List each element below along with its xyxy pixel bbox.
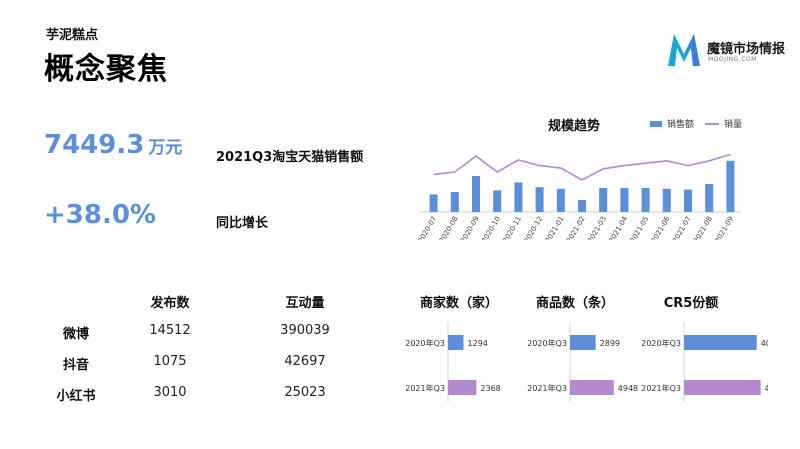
legend-volume-label: 销量 bbox=[724, 120, 743, 130]
page-title: 概念聚焦 bbox=[44, 52, 168, 87]
trend-tick-label: 2021-01 bbox=[544, 215, 566, 240]
merchants-chart-title: 商家数（家） bbox=[419, 296, 498, 311]
trend-chart-title: 规模趋势 bbox=[548, 119, 601, 134]
trend-tick-label: 2021-09 bbox=[714, 215, 736, 240]
mini-bar bbox=[570, 380, 614, 395]
trend-tick-label: 2021-07 bbox=[671, 215, 693, 240]
trend-tick-label: 2021-05 bbox=[629, 215, 651, 240]
kpi-growth-label: 同比增长 bbox=[216, 216, 269, 231]
trend-bar bbox=[514, 182, 523, 212]
table-row: 小红书 3010 25023 bbox=[0, 385, 420, 409]
trend-tick-label: 2021-08 bbox=[692, 215, 714, 240]
post-count: 1075 bbox=[153, 354, 187, 369]
mini-category-label: 2021年Q3 bbox=[641, 383, 681, 393]
mini-data-label: 2899 bbox=[600, 339, 620, 348]
trend-bar bbox=[599, 188, 608, 212]
trend-bar bbox=[472, 176, 480, 212]
products-chart: 2020年Q3 2899 2021年Q3 4948 bbox=[527, 322, 638, 402]
trend-bar bbox=[641, 188, 650, 212]
brand-url: MOOJING.COM bbox=[708, 56, 757, 63]
trend-bar bbox=[662, 188, 671, 212]
products-chart-title: 商品数（条） bbox=[535, 296, 614, 311]
mini-data-label: 40.9% bbox=[761, 339, 768, 348]
trend-tick-label: 2021-04 bbox=[608, 215, 630, 240]
post-count: 14512 bbox=[149, 323, 191, 338]
table-header-interactions: 互动量 bbox=[285, 296, 325, 311]
post-count: 3010 bbox=[153, 385, 187, 400]
mini-data-label: 1294 bbox=[468, 339, 488, 348]
cr5-chart-title: CR5份额 bbox=[663, 296, 719, 311]
mini-bar bbox=[448, 380, 477, 395]
kpi-growth-number: +38.0% bbox=[44, 200, 156, 230]
trend-tick-label: 2020-12 bbox=[523, 215, 545, 240]
mini-category-label: 2020年Q3 bbox=[405, 338, 445, 348]
trend-legend: 销售额 销量 bbox=[650, 117, 742, 130]
brand-logo-icon bbox=[668, 34, 700, 66]
platform-name: 小红书 bbox=[56, 389, 96, 404]
mini-bar bbox=[448, 335, 464, 350]
trend-chart: 2020-07 2020-08 2020-09 2020-10 2020-11 2020-… bbox=[417, 153, 741, 240]
interaction-count: 25023 bbox=[284, 385, 326, 400]
mini-category-label: 2021年Q3 bbox=[527, 383, 567, 393]
trend-volume-line bbox=[433, 153, 731, 181]
trend-bar bbox=[429, 194, 438, 212]
legend-line-swatch bbox=[705, 122, 720, 125]
trend-tick-label: 2021-03 bbox=[586, 215, 608, 240]
brand-name: 魔镜市场情报 bbox=[707, 42, 786, 57]
page-subtitle: 芋泥糕点 bbox=[46, 28, 99, 43]
trend-bar bbox=[620, 188, 629, 212]
trend-tick-label: 2021-06 bbox=[650, 215, 672, 240]
kpi-sales-number: 7449.3 bbox=[44, 130, 145, 160]
kpi-sales-unit: 万元 bbox=[148, 138, 183, 158]
mini-bar bbox=[570, 335, 596, 350]
mini-bar bbox=[684, 335, 757, 350]
mini-bar bbox=[684, 380, 761, 395]
trend-tick-label: 2020-08 bbox=[438, 215, 460, 240]
mini-data-label: 4948 bbox=[618, 384, 638, 393]
kpi-growth-value: +38.0% bbox=[44, 200, 156, 230]
trend-bar bbox=[705, 184, 714, 212]
table-header-posts: 发布数 bbox=[150, 296, 190, 311]
table-row: 微博 14512 390039 bbox=[0, 323, 420, 347]
platform-name: 抖音 bbox=[62, 358, 89, 373]
mini-category-label: 2021年Q3 bbox=[405, 383, 445, 393]
interaction-count: 42697 bbox=[284, 354, 326, 369]
platform-name: 微博 bbox=[62, 327, 89, 342]
trend-tick-label: 2020-10 bbox=[480, 215, 502, 240]
interaction-count: 390039 bbox=[280, 323, 330, 338]
kpi-sales-value: 7449.3 万元 bbox=[44, 130, 182, 160]
cr5-chart: 2020年Q3 40.9% 2021年Q3 43.1% bbox=[641, 322, 768, 402]
legend-bar-swatch bbox=[650, 120, 662, 127]
legend-sales-label: 销售额 bbox=[667, 120, 695, 130]
merchants-chart: 2020年Q3 1294 2021年Q3 2368 bbox=[405, 322, 501, 402]
trend-tick-label: 2021-02 bbox=[565, 215, 587, 240]
trend-tick-label: 2020-11 bbox=[502, 215, 524, 240]
mini-data-label: 43.1% bbox=[765, 384, 768, 393]
trend-tick-label: 2020-07 bbox=[417, 215, 439, 240]
trend-bar bbox=[726, 160, 735, 212]
trend-bar bbox=[556, 188, 565, 212]
trend-bar bbox=[450, 192, 459, 212]
trend-bar bbox=[578, 200, 586, 212]
trend-tick-label: 2020-09 bbox=[459, 215, 481, 240]
trend-bar bbox=[684, 189, 692, 212]
trend-bar bbox=[493, 190, 502, 212]
mini-data-label: 2368 bbox=[480, 384, 500, 393]
kpi-sales-label: 2021Q3淘宝天猫销售额 bbox=[216, 150, 364, 165]
mini-category-label: 2020年Q3 bbox=[641, 338, 681, 348]
mini-category-label: 2020年Q3 bbox=[527, 338, 567, 348]
trend-bar bbox=[535, 187, 544, 212]
table-row: 抖音 1075 42697 bbox=[0, 354, 420, 378]
